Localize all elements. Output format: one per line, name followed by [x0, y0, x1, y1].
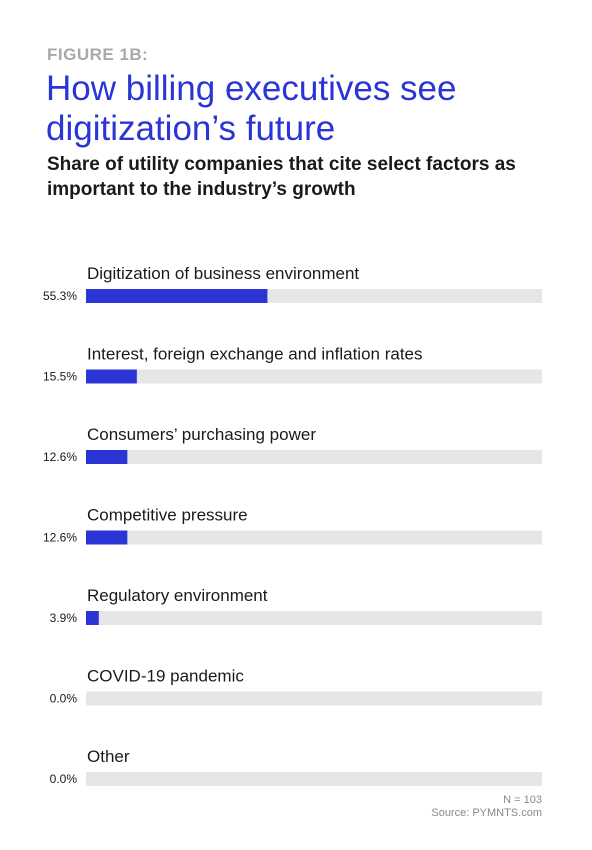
chart-subtitle: Share of utility companies that cite sel… [47, 154, 516, 200]
category-label: COVID-19 pandemic [87, 667, 244, 686]
bar-row: Interest, foreign exchange and inflation… [43, 345, 542, 384]
bar-row: Consumers’ purchasing power 12.6% [43, 425, 542, 464]
bar-track [86, 772, 542, 786]
bar [86, 289, 268, 303]
category-label: Other [87, 747, 130, 766]
value-label: 15.5% [43, 370, 77, 384]
bar-track [86, 530, 542, 545]
value-label: 0.0% [50, 772, 78, 786]
category-label: Consumers’ purchasing power [87, 425, 316, 444]
bar-chart: Digitization of business environment 55.3… [43, 264, 542, 786]
category-label: Regulatory environment [87, 586, 268, 605]
value-label: 0.0% [50, 692, 78, 706]
category-label: Competitive pressure [87, 506, 248, 525]
bar-row: COVID-19 pandemic 0.0% [50, 667, 542, 706]
value-label: 12.6% [43, 450, 77, 464]
value-label: 55.3% [43, 289, 77, 303]
source-note: Source: PYMNTS.com [431, 807, 542, 819]
bar [86, 530, 128, 545]
sample-size-note: N = 103 [503, 794, 542, 806]
chart-title: How billing executives see digitization’… [46, 69, 457, 148]
bar-track [86, 450, 542, 464]
bar-track [86, 369, 542, 384]
value-label: 3.9% [50, 611, 78, 625]
bar [86, 611, 99, 625]
bar-track [86, 611, 542, 625]
bar-row: Digitization of business environment 55.3… [43, 264, 542, 303]
category-label: Interest, foreign exchange and inflation… [87, 345, 423, 364]
bar-row: Competitive pressure 12.6% [43, 506, 542, 545]
bar [86, 450, 128, 464]
value-label: 12.6% [43, 531, 77, 545]
bar-track [86, 691, 542, 706]
bar-row: Other 0.0% [50, 747, 542, 786]
figure-label: FIGURE 1B: [47, 45, 149, 64]
category-label: Digitization of business environment [87, 264, 359, 283]
bar-row: Regulatory environment 3.9% [50, 586, 542, 625]
bar [86, 369, 137, 384]
